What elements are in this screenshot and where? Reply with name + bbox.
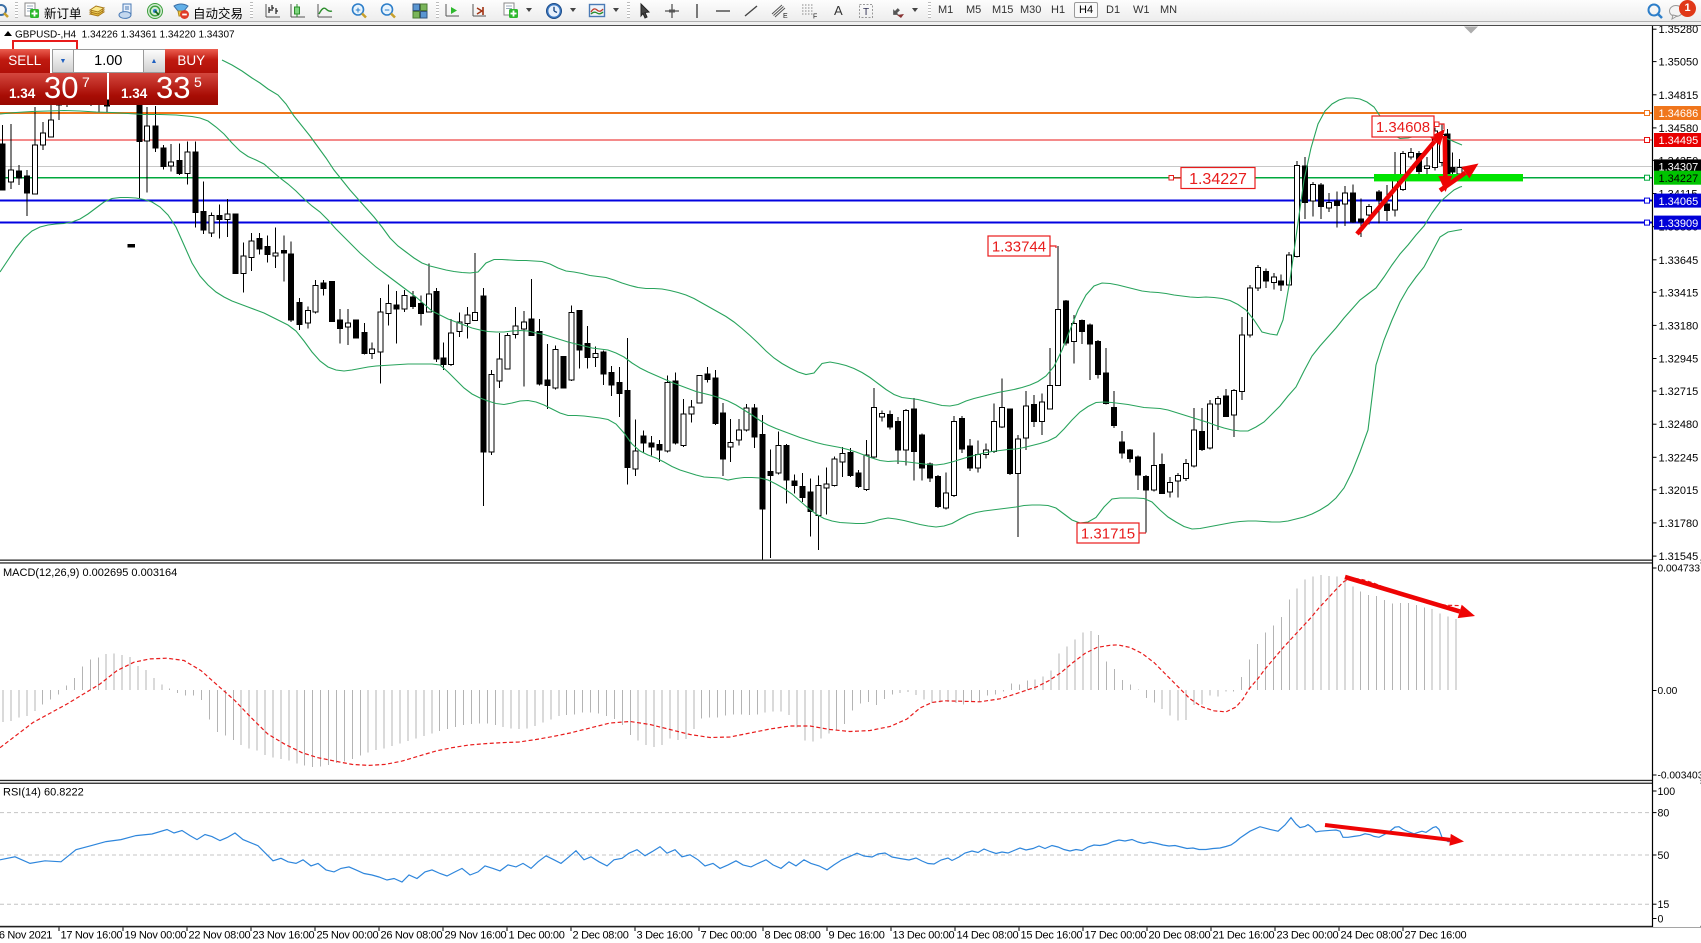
svg-text:15: 15 [1658, 899, 1670, 911]
svg-text:1.32715: 1.32715 [1659, 386, 1699, 398]
svg-text:14 Dec 08:00: 14 Dec 08:00 [957, 930, 1019, 942]
svg-text:17 Nov 16:00: 17 Nov 16:00 [61, 930, 123, 942]
svg-text:E: E [783, 13, 788, 20]
svg-text:15 Dec 16:00: 15 Dec 16:00 [1021, 930, 1083, 942]
svg-text:100: 100 [1658, 786, 1676, 798]
svg-text:3 Dec 16:00: 3 Dec 16:00 [637, 930, 693, 942]
svg-text:1.34686: 1.34686 [1659, 108, 1699, 120]
svg-text:0.004733: 0.004733 [1658, 564, 1701, 575]
svg-text:1.35280: 1.35280 [1659, 25, 1699, 36]
svg-text:1.32480: 1.32480 [1659, 419, 1699, 431]
svg-text:1.34227: 1.34227 [1659, 173, 1699, 185]
svg-text:F: F [813, 14, 817, 21]
svg-text:23 Nov 16:00: 23 Nov 16:00 [253, 930, 315, 942]
svg-text:0.00: 0.00 [1658, 686, 1678, 697]
svg-text:1.32245: 1.32245 [1659, 452, 1699, 464]
svg-text:1.35050: 1.35050 [1659, 57, 1699, 69]
svg-text:1.34065: 1.34065 [1659, 196, 1699, 208]
svg-text:22 Nov 08:00: 22 Nov 08:00 [189, 930, 251, 942]
svg-text:-0.003403: -0.003403 [1658, 771, 1701, 782]
svg-text:1.31715: 1.31715 [1081, 525, 1135, 542]
svg-text:−: − [384, 5, 389, 15]
svg-text:GBPUSD-,H4 1.34226 1.34361 1.: GBPUSD-,H4 1.34226 1.34361 1.34220 1.343… [15, 30, 235, 41]
svg-text:1.34815: 1.34815 [1659, 90, 1699, 102]
svg-text:25 Nov 00:00: 25 Nov 00:00 [317, 930, 379, 942]
svg-text:T: T [863, 7, 869, 18]
svg-text:1 Dec 00:00: 1 Dec 00:00 [509, 930, 565, 942]
svg-text:1.34608: 1.34608 [1376, 119, 1430, 136]
svg-text:1.31545: 1.31545 [1659, 551, 1699, 563]
svg-text:1.33909: 1.33909 [1659, 218, 1699, 230]
svg-text:20 Dec 08:00: 20 Dec 08:00 [1149, 930, 1211, 942]
svg-text:26 Nov 08:00: 26 Nov 08:00 [381, 930, 443, 942]
svg-text:1.34495: 1.34495 [1659, 135, 1699, 147]
svg-text:9 Dec 16:00: 9 Dec 16:00 [829, 930, 885, 942]
svg-text:1.32945: 1.32945 [1659, 354, 1699, 366]
svg-text:13 Dec 00:00: 13 Dec 00:00 [893, 930, 955, 942]
svg-text:+: + [355, 5, 360, 15]
svg-text:2 Dec 08:00: 2 Dec 08:00 [573, 930, 629, 942]
svg-text:23 Dec 00:00: 23 Dec 00:00 [1277, 930, 1339, 942]
svg-text:8 Dec 08:00: 8 Dec 08:00 [765, 930, 821, 942]
svg-text:16 Nov 2021: 16 Nov 2021 [0, 930, 52, 942]
svg-text:1.31780: 1.31780 [1659, 518, 1699, 530]
svg-text:1.33180: 1.33180 [1659, 320, 1699, 332]
svg-text:24 Dec 08:00: 24 Dec 08:00 [1341, 930, 1403, 942]
svg-text:RSI(14) 60.8222: RSI(14) 60.8222 [3, 787, 84, 799]
svg-text:1.34227: 1.34227 [1189, 171, 1247, 188]
svg-text:21 Dec 16:00: 21 Dec 16:00 [1213, 930, 1275, 942]
svg-text:50: 50 [1658, 850, 1670, 862]
svg-text:1.33744: 1.33744 [992, 238, 1046, 255]
svg-text:1.33645: 1.33645 [1659, 255, 1699, 267]
svg-text:27 Dec 16:00: 27 Dec 16:00 [1405, 930, 1467, 942]
svg-text:1.34307: 1.34307 [1659, 162, 1699, 174]
svg-text:80: 80 [1658, 808, 1670, 820]
svg-text:1.34580: 1.34580 [1659, 123, 1699, 135]
svg-text:MACD(12,26,9) 0.002695 0.00316: MACD(12,26,9) 0.002695 0.003164 [3, 567, 177, 579]
svg-text:19 Nov 00:00: 19 Nov 00:00 [125, 930, 187, 942]
svg-text:0: 0 [1658, 914, 1664, 926]
svg-text:17 Dec 00:00: 17 Dec 00:00 [1085, 930, 1147, 942]
svg-text:7 Dec 00:00: 7 Dec 00:00 [701, 930, 757, 942]
svg-text:1.32015: 1.32015 [1659, 485, 1699, 497]
svg-text:29 Nov 16:00: 29 Nov 16:00 [445, 930, 507, 942]
svg-text:1.33415: 1.33415 [1659, 287, 1699, 299]
